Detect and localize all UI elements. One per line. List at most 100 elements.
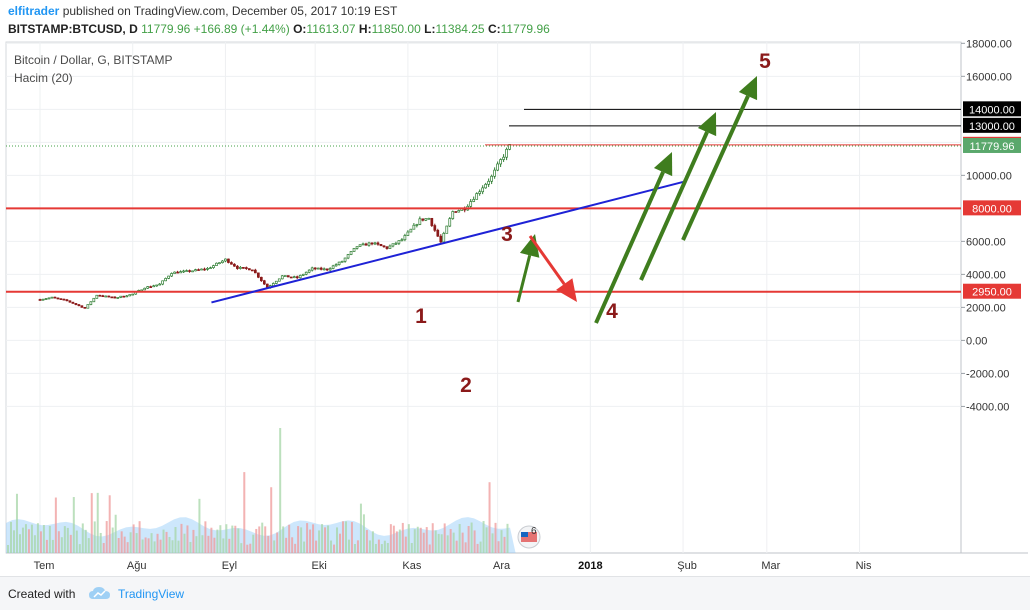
price-badge-14000.00 — [963, 101, 1021, 117]
candle-body — [403, 235, 407, 241]
candle-body — [325, 268, 329, 271]
volume-legend: Hacim (20) — [14, 71, 73, 85]
volume-bar — [7, 544, 9, 553]
candle-body — [361, 243, 365, 246]
volume-bar — [129, 532, 132, 553]
volume-bar — [156, 533, 159, 553]
volume-bar — [437, 533, 440, 553]
volume-bar — [341, 521, 344, 553]
volume-bar — [264, 526, 267, 553]
last-price: 11779.96 — [141, 22, 191, 36]
volume-bar — [255, 528, 258, 553]
drawings: 1 2 3 4 5 — [6, 50, 961, 397]
author-link[interactable]: elfitrader — [8, 4, 60, 18]
candle-body — [478, 191, 482, 194]
candle-body — [110, 296, 114, 299]
volume-bar — [258, 526, 261, 553]
candle-body — [254, 269, 257, 274]
candle-body — [107, 295, 111, 298]
volume-bar — [374, 543, 377, 553]
volume-bar — [389, 524, 392, 553]
candle-body — [472, 199, 476, 202]
volume-bar — [84, 529, 87, 553]
candle-body — [206, 268, 209, 270]
volume-bar — [479, 541, 482, 553]
volume-bar — [434, 530, 437, 553]
candle-body — [44, 298, 48, 301]
candle-body — [400, 239, 404, 242]
tradingview-cloud-icon[interactable] — [88, 585, 112, 601]
y-tick-label: 4000.00 — [966, 269, 1006, 281]
candle-body — [239, 267, 242, 269]
volume-bar — [141, 539, 144, 553]
grid — [6, 42, 961, 553]
volume-bar — [192, 529, 195, 553]
volume-bar — [45, 539, 48, 553]
tradingview-brand-link[interactable]: TradingView — [118, 587, 185, 601]
plot-area[interactable] — [5, 41, 962, 554]
volume-bar — [108, 495, 111, 553]
price-badge-label: 8000.00 — [972, 203, 1012, 215]
volume-bar — [488, 482, 491, 553]
candle-body — [430, 217, 434, 226]
wave-label-2: 2 — [460, 374, 472, 397]
volume-bar — [219, 525, 222, 553]
candle-body — [158, 283, 161, 286]
candle-body — [304, 271, 308, 275]
price-axis[interactable]: 24000.0022000.0020000.0018000.0016000.00… — [961, 40, 1021, 413]
candle-body — [496, 163, 499, 171]
volume-bar — [162, 529, 165, 553]
events-flag-icon[interactable]: 6 — [517, 525, 541, 549]
candle-body — [331, 265, 335, 269]
volume-bar — [362, 514, 365, 553]
volume-bar — [443, 523, 446, 553]
volume-bar — [60, 537, 63, 553]
candle-body — [373, 242, 377, 245]
created-with-text: Created with — [8, 587, 76, 601]
candle-body — [179, 271, 182, 274]
candle-body — [313, 267, 317, 270]
candle-body — [376, 242, 380, 245]
volume-bar — [201, 535, 204, 553]
volume-bar — [267, 535, 270, 553]
candle-body — [74, 303, 78, 305]
volume-bar — [309, 529, 312, 553]
volume-bar — [138, 521, 141, 553]
volume-bar — [419, 527, 422, 553]
volume-bar — [159, 539, 162, 553]
candle-body — [490, 175, 493, 182]
volume-bar — [312, 524, 315, 553]
candle-body — [346, 254, 350, 259]
volume-bar — [431, 523, 434, 553]
candle-body — [80, 305, 84, 308]
volume-bar — [333, 544, 336, 553]
volume-bar — [285, 537, 288, 553]
candle-body — [292, 276, 296, 279]
wave-label-5: 5 — [759, 50, 771, 73]
candle-body — [47, 297, 51, 300]
time-axis[interactable]: Tem Ağu Eyl Eki Kas Ara 2018 Şub Mar Nis — [34, 560, 872, 572]
volume-bar — [353, 543, 356, 553]
volume-bar — [347, 539, 350, 553]
candle-body — [131, 293, 135, 296]
x-tick-label: Mar — [761, 560, 780, 572]
x-tick-label: Ağu — [127, 560, 147, 572]
y-tick-label: 2000.00 — [966, 302, 1006, 314]
candle-body — [415, 224, 419, 226]
candle-body — [481, 187, 485, 193]
volume-bar — [491, 533, 494, 553]
volume-bar — [452, 532, 455, 553]
candle-body — [439, 235, 443, 243]
candle-body — [406, 231, 410, 236]
volume-bar — [87, 538, 90, 553]
volume-bar — [497, 541, 500, 553]
candle-body — [421, 218, 425, 221]
volume-bar — [482, 521, 485, 553]
candle-body — [352, 247, 356, 252]
high-label: H: — [358, 22, 372, 36]
candle-body — [236, 265, 239, 269]
price-badge-label: 14000.00 — [969, 104, 1015, 116]
candle-body — [212, 265, 215, 268]
published-text: published on TradingView.com, December 0… — [62, 4, 398, 18]
